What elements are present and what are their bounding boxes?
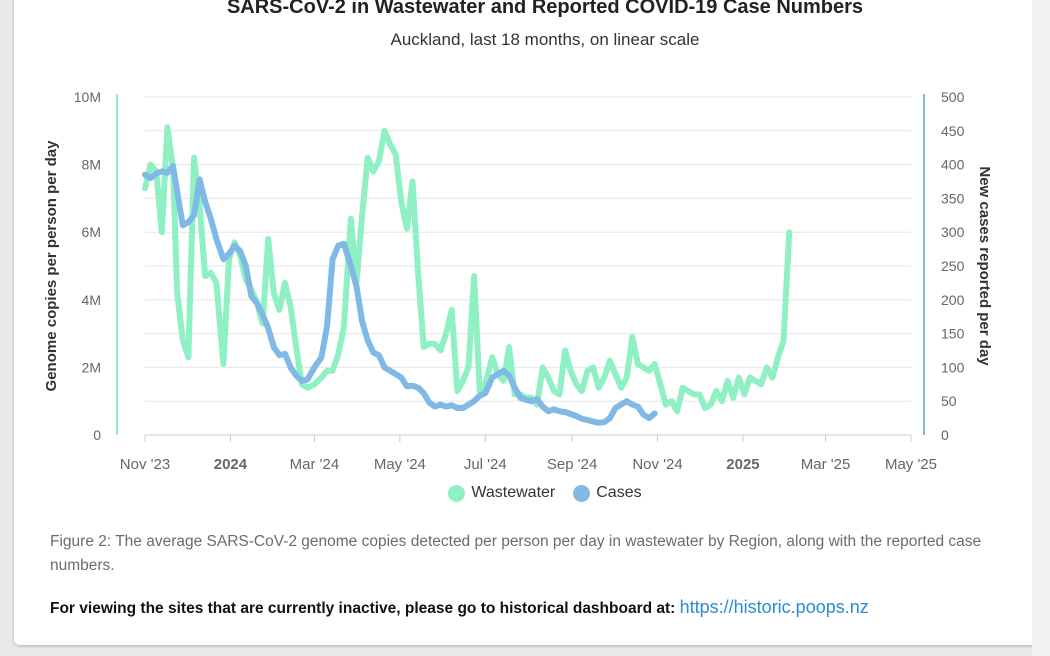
- series-line-wastewater: [142, 124, 793, 415]
- x-tick-label: Nov '24: [632, 456, 682, 473]
- legend-item-cases[interactable]: Cases: [573, 484, 642, 502]
- x-tick-label: May '25: [885, 456, 937, 473]
- y-right-tick-label: 350: [941, 190, 965, 206]
- x-tick-label: Sep '24: [547, 456, 597, 473]
- legend-item-wastewater[interactable]: Wastewater: [448, 484, 555, 502]
- y-right-tick-label: 50: [941, 393, 957, 409]
- y-left-tick-label: 2M: [82, 359, 101, 375]
- y-right-axis-title: New cases reported per day: [976, 166, 993, 366]
- y-left-tick-label: 10M: [74, 89, 101, 105]
- y-right-tick-label: 0: [941, 427, 949, 443]
- x-tick-label: Jul '24: [464, 456, 507, 473]
- historic-dashboard-link[interactable]: https://historic.poops.nz: [679, 597, 869, 617]
- inactive-sites-text: For viewing the sites that are currently…: [50, 600, 676, 617]
- y-right-tick-label: 300: [941, 224, 965, 240]
- legend-swatch-cases: [573, 484, 591, 502]
- series-line-cases: [142, 163, 658, 426]
- y-right-tick-label: 450: [941, 123, 965, 139]
- x-tick-label: 2025: [726, 456, 759, 473]
- x-tick-label: Mar '24: [290, 456, 340, 473]
- x-tick-label: Mar '25: [801, 456, 851, 473]
- y-right-tick-label: 400: [941, 157, 965, 173]
- y-left-tick-label: 6M: [82, 224, 101, 240]
- y-right-tick-label: 100: [941, 359, 965, 375]
- y-left-tick-label: 0: [93, 427, 101, 443]
- y-right-tick-label: 150: [941, 326, 965, 342]
- y-right-tick-label: 200: [941, 292, 965, 308]
- y-left-axis-title: Genome copies per person per day: [43, 140, 60, 392]
- y-left-tick-label: 4M: [82, 292, 101, 308]
- legend-label-wastewater: Wastewater: [471, 484, 556, 501]
- scrollbar-gutter: [1032, 0, 1050, 656]
- chart-card: 0 2M 4M 6M 8M 10M 0 50 100 150 200 250 300 350 400 450 5…: [14, 0, 1046, 645]
- legend-label-cases: Cases: [596, 484, 642, 501]
- chart-title: SARS-CoV-2 in Wastewater and Reported CO…: [226, 0, 864, 18]
- chart-legend: Wastewater Cases: [14, 484, 1050, 502]
- y-right-tick-label: 500: [941, 89, 965, 105]
- chart-svg: 0 2M 4M 6M 8M 10M 0 50 100 150 200 250 300 350 400 450 5…: [43, 89, 993, 473]
- x-tick-label: May '24: [374, 456, 426, 473]
- x-tick-label: 2024: [214, 456, 248, 473]
- y-left-tick-label: 8M: [82, 157, 101, 173]
- figure-caption: Figure 2: The average SARS-CoV-2 genome …: [50, 533, 982, 574]
- legend-swatch-wastewater: [448, 484, 466, 502]
- inactive-sites-note: For viewing the sites that are currently…: [50, 597, 1040, 618]
- y-right-tick-label: 250: [941, 258, 965, 274]
- x-tick-label: Nov '23: [120, 456, 170, 473]
- chart-subtitle: Auckland, last 18 months, on linear scal…: [390, 30, 700, 49]
